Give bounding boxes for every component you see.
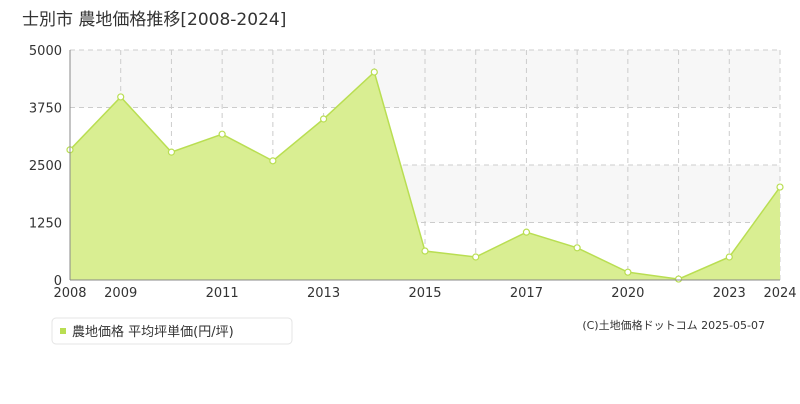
x-tick-label: 2009 [104,286,137,301]
y-tick-label: 2500 [29,159,62,174]
x-tick-label: 2023 [713,286,746,301]
x-tick-label: 2017 [510,286,543,301]
data-point [776,183,784,191]
area-fill [70,72,780,280]
data-point [218,130,226,138]
y-tick-label: 5000 [29,44,62,59]
plot-area: 0 1250 2500 3750 5000 2008 2009 2011 2013 2015 201… [29,44,797,301]
data-point [421,247,429,255]
data-point [319,115,328,123]
y-tick-label: 1250 [29,217,62,232]
data-point [725,253,733,261]
data-point [624,268,632,276]
data-point [117,93,125,101]
x-tick-label: 2020 [611,286,644,301]
data-point [472,253,480,261]
legend-box [51,317,293,345]
legend-swatch [60,328,66,334]
data-point [674,275,683,283]
data-point [167,148,176,156]
data-point [522,228,531,236]
x-tick-label: 2024 [763,286,796,301]
data-point [269,157,277,165]
x-tick-label: 2013 [307,286,340,301]
x-tick-label: 2011 [206,286,239,301]
data-point [573,244,581,252]
copyright: (C)土地価格ドットコム 2025-05-07 [582,318,765,332]
chart-title: 士別市 農地価格推移[2008-2024] [22,10,286,30]
y-tick-label: 0 [54,274,62,289]
data-point [370,68,378,76]
x-tick-label: 2015 [408,286,441,301]
y-tick-label: 3750 [29,102,62,117]
x-tick-label: 2008 [53,286,86,301]
legend-label: 農地価格 平均坪単価(円/坪) [72,324,234,340]
